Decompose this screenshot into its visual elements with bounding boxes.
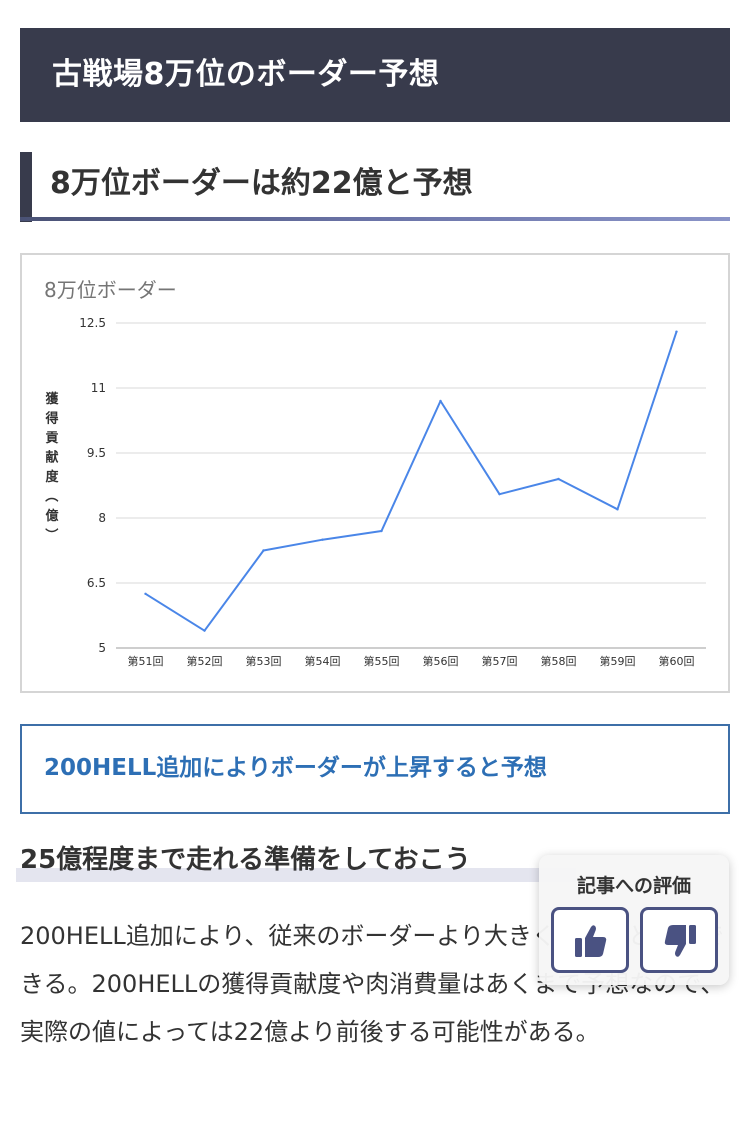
y-axis-label-char: 貢 bbox=[45, 431, 58, 446]
x-tick-label: 第60回 bbox=[659, 654, 695, 668]
x-tick-label: 第54回 bbox=[305, 654, 341, 668]
y-axis-label-char: 得 bbox=[44, 411, 58, 427]
data-point bbox=[321, 538, 324, 541]
y-axis-label-char: ） bbox=[43, 528, 59, 541]
y-axis-label-char: 度 bbox=[45, 469, 59, 485]
heading-marker bbox=[16, 868, 576, 882]
data-point bbox=[262, 549, 265, 552]
rating-title: 記事への評価 bbox=[576, 875, 691, 897]
data-point bbox=[498, 492, 501, 496]
data-point bbox=[203, 629, 206, 632]
y-tick-label: 11 bbox=[91, 381, 106, 395]
data-point bbox=[380, 529, 383, 533]
subsection-title: 8万位ボーダーは約22億と予想 bbox=[20, 152, 730, 222]
data-point bbox=[557, 477, 560, 481]
thumbs-up-button[interactable] bbox=[551, 907, 629, 973]
x-tick-label: 第53回 bbox=[246, 654, 282, 668]
y-tick-label: 8 bbox=[98, 511, 106, 525]
data-point bbox=[144, 592, 147, 596]
y-tick-label: 12.5 bbox=[79, 316, 106, 330]
y-axis-label-char: 献 bbox=[45, 450, 58, 466]
y-axis-label-char: 億 bbox=[45, 508, 58, 524]
data-point bbox=[439, 399, 442, 403]
x-tick-label: 第57回 bbox=[482, 654, 518, 668]
subsection-underline bbox=[20, 217, 730, 221]
data-point bbox=[675, 330, 678, 333]
chart-title: 8万位ボーダー bbox=[44, 278, 177, 302]
thumbs-down-icon bbox=[664, 925, 696, 957]
x-tick-label: 第58回 bbox=[541, 654, 577, 668]
series-line bbox=[144, 331, 678, 632]
y-tick-label: 5 bbox=[98, 641, 106, 655]
section-title: 古戦場8万位のボーダー予想 bbox=[20, 28, 730, 122]
article-rating-panel: 記事への評価 bbox=[539, 855, 729, 985]
x-tick-label: 第52回 bbox=[187, 654, 223, 668]
x-tick-label: 第51回 bbox=[128, 654, 164, 668]
heading-prepare: 25億程度まで走れる準備をしておこう bbox=[20, 845, 471, 875]
x-tick-label: 第55回 bbox=[364, 654, 400, 668]
thumbs-up-icon bbox=[575, 925, 607, 957]
line-chart-svg: 8万位ボーダー 12.5 11 9.5 8 6.5 5 第51回 第52回 第53回 第54回 第… bbox=[43, 278, 706, 668]
y-tick-label: 9.5 bbox=[87, 446, 106, 460]
callout-box: 200HELL追加によりボーダーが上昇すると予想 bbox=[20, 724, 730, 814]
y-tick-label: 6.5 bbox=[87, 576, 106, 590]
x-tick-label: 第59回 bbox=[600, 654, 636, 668]
data-point bbox=[616, 508, 619, 511]
y-axis-label-char: （ bbox=[43, 489, 59, 502]
x-tick-label: 第56回 bbox=[423, 654, 459, 668]
y-axis-label-char: 獲 bbox=[45, 391, 59, 407]
thumbs-down-button[interactable] bbox=[640, 907, 718, 973]
border-chart: 8万位ボーダー 12.5 11 9.5 8 6.5 5 第51回 第52回 第53回 第54回 第… bbox=[20, 253, 730, 693]
